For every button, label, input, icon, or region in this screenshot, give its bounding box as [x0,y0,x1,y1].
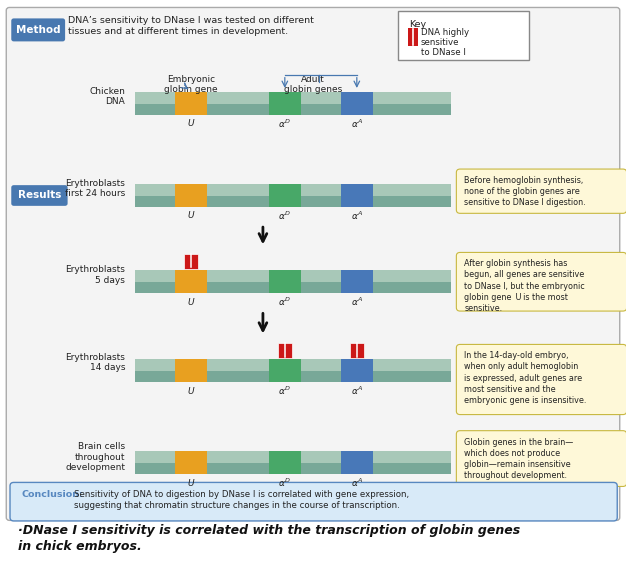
FancyBboxPatch shape [350,343,364,358]
Text: Before hemoglobin synthesis,
none of the globin genes are
sensitive to DNase I d: Before hemoglobin synthesis, none of the… [464,176,586,207]
Text: After globin synthesis has
begun, all genes are sensitive
to DNase I, but the em: After globin synthesis has begun, all ge… [464,259,585,313]
FancyBboxPatch shape [11,18,65,41]
FancyBboxPatch shape [408,28,418,46]
Bar [135,359,451,371]
FancyBboxPatch shape [184,254,198,269]
Text: $\alpha^A$: $\alpha^A$ [351,117,363,130]
Bar [269,359,301,382]
Text: $U$: $U$ [187,209,195,220]
Text: Erythroblasts
14 days: Erythroblasts 14 days [65,352,125,372]
Bar [341,184,373,207]
FancyBboxPatch shape [456,169,626,213]
Bar [135,92,451,104]
FancyBboxPatch shape [6,7,620,520]
Bar [175,359,207,382]
Bar [135,463,451,474]
FancyBboxPatch shape [278,343,292,358]
Text: Brain cells
throughout
development: Brain cells throughout development [65,442,125,472]
Bar [341,451,373,474]
Bar [175,184,207,207]
Text: $\alpha^D$: $\alpha^D$ [279,477,291,489]
Text: $\alpha^A$: $\alpha^A$ [351,296,363,308]
Bar [341,359,373,382]
Text: $\alpha^A$: $\alpha^A$ [351,209,363,222]
Text: $U$: $U$ [187,477,195,488]
Bar [175,270,207,293]
Text: $\alpha^D$: $\alpha^D$ [279,209,291,222]
Text: Results: Results [18,190,61,201]
Bar [269,270,301,293]
Bar [135,451,451,463]
Text: Erythroblasts
5 days: Erythroblasts 5 days [65,265,125,285]
Text: Sensitivity of DNA to digestion by DNase I is correlated with gene expression,
s: Sensitivity of DNA to digestion by DNase… [74,490,409,511]
Bar [135,371,451,382]
Text: $\alpha^A$: $\alpha^A$ [351,477,363,489]
FancyBboxPatch shape [11,185,68,206]
Text: ·DNase I sensitivity is correlated with the transcription of globin genes
in chi: ·DNase I sensitivity is correlated with … [18,524,520,553]
Text: $U$: $U$ [187,117,195,128]
Text: $\alpha^A$: $\alpha^A$ [351,385,363,397]
Bar [135,196,451,207]
Text: $U$: $U$ [187,296,195,306]
Text: $U$: $U$ [187,385,195,396]
Text: Erythroblasts
first 24 hours: Erythroblasts first 24 hours [65,179,125,198]
Text: $\alpha^D$: $\alpha^D$ [279,385,291,397]
Bar [135,282,451,293]
Bar [269,184,301,207]
Text: Conclusion:: Conclusion: [22,490,84,499]
Text: Method: Method [16,25,61,35]
Text: Key: Key [409,20,426,29]
Text: Embryonic
globin gene: Embryonic globin gene [164,75,218,94]
Bar [135,184,451,196]
Bar [135,104,451,115]
Bar [175,451,207,474]
FancyBboxPatch shape [456,252,626,311]
Bar [269,451,301,474]
FancyBboxPatch shape [10,482,617,521]
FancyBboxPatch shape [456,344,626,415]
Text: In the 14-day-old embryo,
when only adult hemoglobin
is expressed, adult genes a: In the 14-day-old embryo, when only adul… [464,351,587,405]
FancyBboxPatch shape [456,431,626,486]
Text: Globin genes in the brain—
which does not produce
globin—remain insensitive
thro: Globin genes in the brain— which does no… [464,438,574,480]
Bar [269,92,301,115]
Text: DNA highly
sensitive
to DNase I: DNA highly sensitive to DNase I [421,28,469,58]
Bar [341,270,373,293]
Text: Adult
globin genes: Adult globin genes [284,75,342,94]
Text: $\alpha^D$: $\alpha^D$ [279,296,291,308]
Bar [175,92,207,115]
Bar [135,270,451,282]
FancyBboxPatch shape [398,11,529,60]
Text: $\alpha^D$: $\alpha^D$ [279,117,291,130]
Text: DNA’s sensitivity to DNase I was tested on different
tissues and at different ti: DNA’s sensitivity to DNase I was tested … [68,16,314,36]
Text: Chicken
DNA: Chicken DNA [90,87,125,106]
Bar [341,92,373,115]
